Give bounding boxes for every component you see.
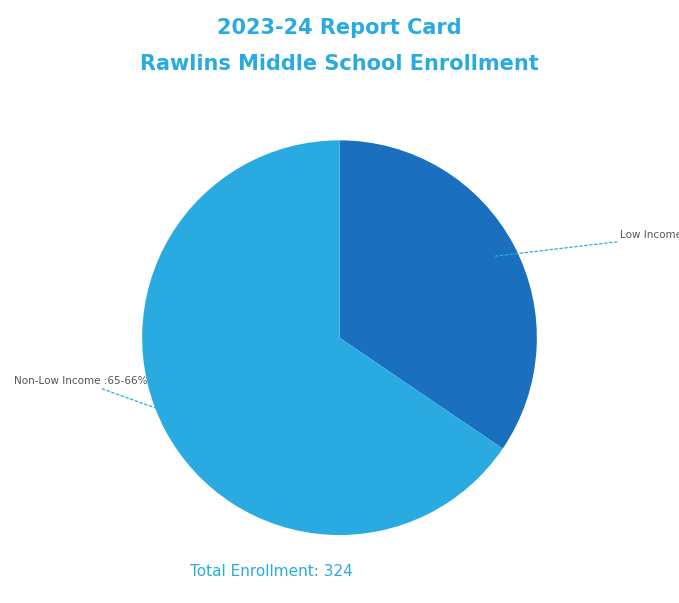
Text: 2023-24 Report Card: 2023-24 Report Card <box>217 18 462 38</box>
Text: Total Enrollment: 324: Total Enrollment: 324 <box>190 564 353 579</box>
Wedge shape <box>142 140 502 535</box>
Wedge shape <box>340 140 537 449</box>
Text: Low Income :34-35%: Low Income :34-35% <box>493 230 679 256</box>
Text: Rawlins Middle School Enrollment: Rawlins Middle School Enrollment <box>140 54 539 74</box>
Text: Non-Low Income :65-66%: Non-Low Income :65-66% <box>14 376 186 419</box>
